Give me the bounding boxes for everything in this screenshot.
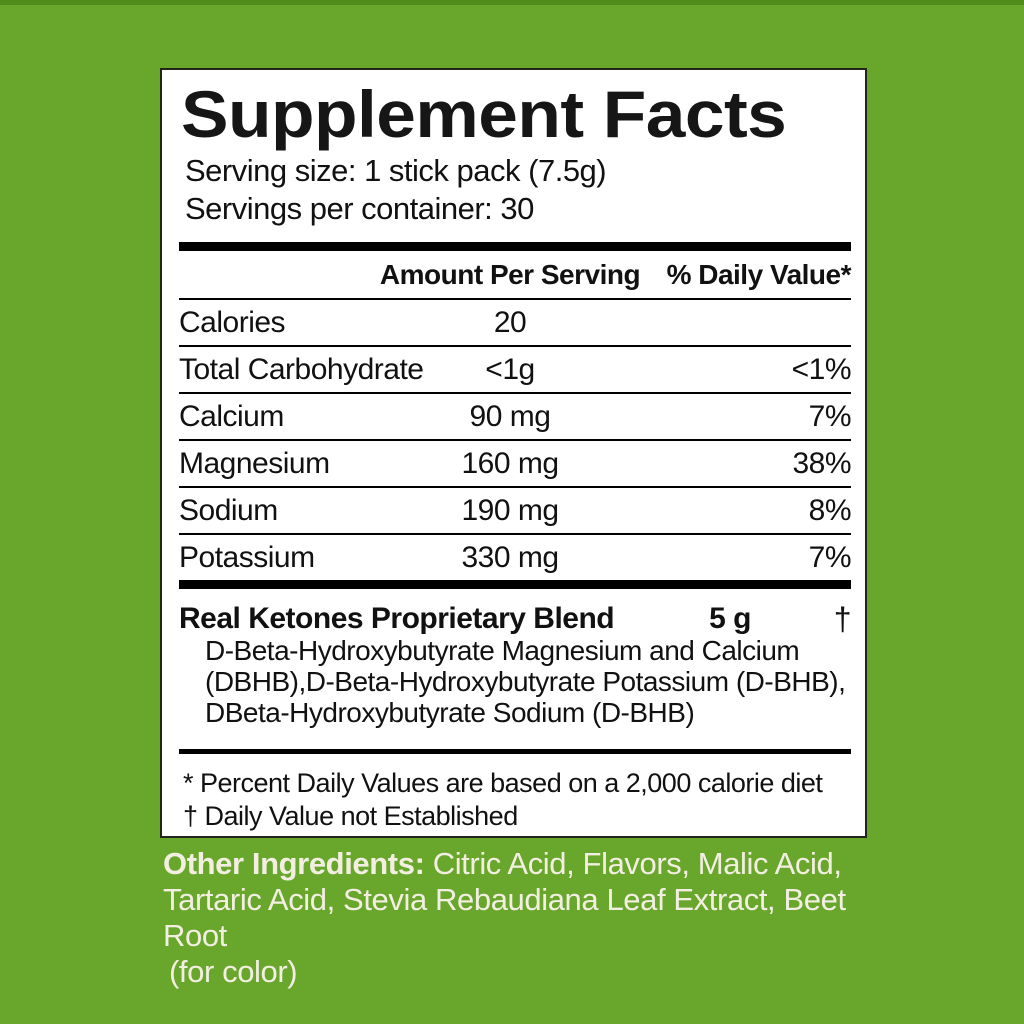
nutrient-dv: 38% xyxy=(792,446,851,480)
nutrient-amount: <1g xyxy=(485,352,535,386)
divider-medium-bottom xyxy=(179,749,851,754)
table-row-magnesium: Magnesium 160 mg 38% xyxy=(179,441,852,488)
blend-description: D-Beta-Hydroxybutyrate Magnesium and Cal… xyxy=(205,635,851,741)
divider-thick-top xyxy=(179,242,851,251)
blend-name: Real Ketones Proprietary Blend xyxy=(179,602,615,635)
other-ingredients-line2: Tartaric Acid, Stevia Rebaudiana Leaf Ex… xyxy=(163,882,846,953)
blend-description-line: (DBHB),D-Beta-Hydroxybutyrate Potassium … xyxy=(205,666,846,697)
nutrient-dv: 7% xyxy=(808,540,852,574)
footnotes: * Percent Daily Values are based on a 2,… xyxy=(179,754,851,833)
table-row-sodium: Sodium 190 mg 8% xyxy=(179,488,852,535)
blend-amount: 5 g xyxy=(709,602,751,635)
footnote-daily-values: * Percent Daily Values are based on a 2,… xyxy=(183,768,823,798)
nutrient-dv: 7% xyxy=(808,399,852,433)
nutrient-dv: <1% xyxy=(791,352,852,386)
table-row-potassium: Potassium 330 mg 7% xyxy=(179,535,852,580)
nutrient-amount: 90 mg xyxy=(469,399,551,433)
top-edge-stripe xyxy=(0,0,1024,5)
nutrient-name: Total Carbohydrate xyxy=(179,352,424,386)
nutrient-amount: 20 xyxy=(493,305,527,339)
nutrient-name: Sodium xyxy=(179,493,278,527)
other-ingredients-label: Other Ingredients: xyxy=(163,846,425,881)
table-header-row: Amount Per Serving % Daily Value* xyxy=(179,251,852,300)
other-ingredients-line1-text: Citric Acid, Flavors, Malic Acid, xyxy=(424,846,842,881)
blend-description-line: D-Beta-Hydroxybutyrate Magnesium and Cal… xyxy=(205,635,800,666)
other-ingredients: Other Ingredients: Citric Acid, Flavors,… xyxy=(163,846,883,990)
table-row-calories: Calories 20 xyxy=(179,300,851,347)
servings-per-container-line: Servings per container: 30 xyxy=(185,191,534,226)
other-ingredients-line1: Other Ingredients: Citric Acid, Flavors,… xyxy=(163,846,883,882)
panel-title: Supplement Facts xyxy=(181,77,787,151)
nutrient-amount: 160 mg xyxy=(461,446,559,480)
nutrient-amount: 330 mg xyxy=(461,540,559,574)
supplement-facts-panel: Supplement Facts Serving size: 1 stick p… xyxy=(160,68,867,838)
nutrient-amount: 190 mg xyxy=(461,493,559,527)
other-ingredients-line3: (for color) xyxy=(169,954,298,989)
nutrient-name: Magnesium xyxy=(179,446,330,480)
nutrient-name: Potassium xyxy=(179,540,315,574)
table-row-total-carbohydrate: Total Carbohydrate <1g <1% xyxy=(179,347,852,394)
table-row-calcium: Calcium 90 mg 7% xyxy=(179,394,852,441)
serving-size-line: Serving size: 1 stick pack (7.5g) xyxy=(185,153,607,188)
divider-thick-middle xyxy=(179,580,851,589)
nutrient-name: Calcium xyxy=(179,399,284,433)
header-amount-per-serving: Amount Per Serving xyxy=(379,258,641,290)
nutrient-name: Calories xyxy=(179,305,286,339)
proprietary-blend-row: Real Ketones Proprietary Blend 5 g † xyxy=(179,589,852,637)
dagger-symbol: † xyxy=(833,601,852,637)
header-daily-value: % Daily Value* xyxy=(666,258,852,290)
blend-description-line: DBeta-Hydroxybutyrate Sodium (D-BHB) xyxy=(205,697,695,728)
footnote-dagger: † Daily Value not Established xyxy=(183,801,518,831)
nutrient-dv: 8% xyxy=(808,493,852,527)
